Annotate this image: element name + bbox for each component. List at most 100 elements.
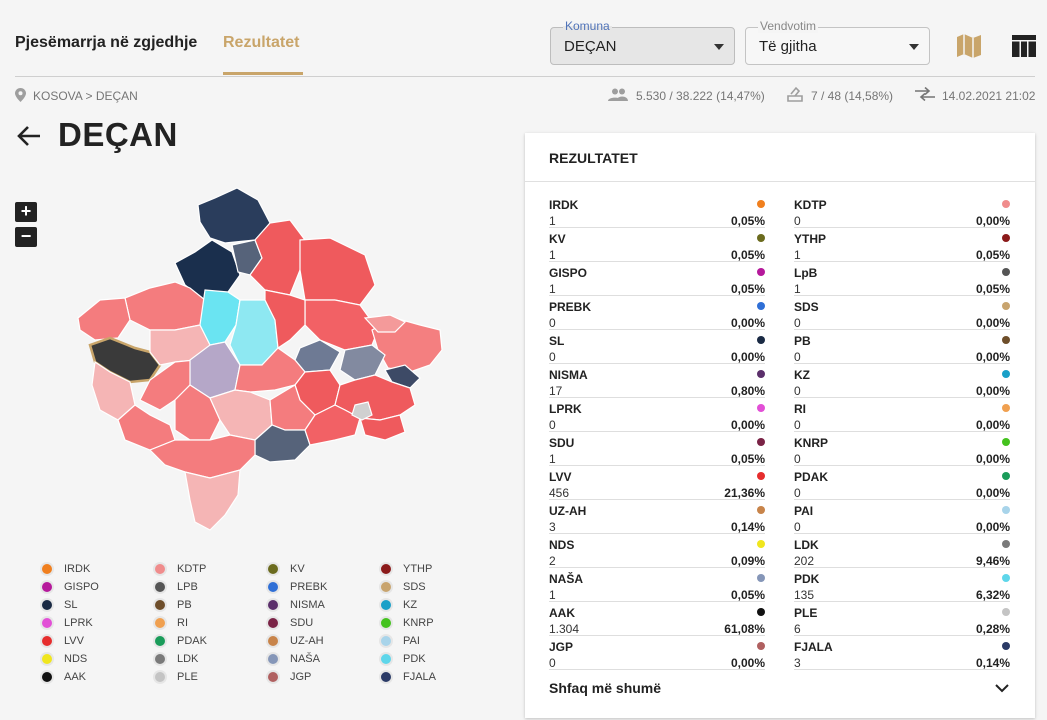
party-name: NDS (549, 538, 575, 552)
vote-percentage: 0,05% (975, 248, 1010, 262)
party-color-dot (757, 404, 765, 412)
vote-count: 0 (794, 214, 801, 228)
vote-percentage: 0,00% (975, 384, 1010, 398)
region[interactable] (77, 297, 131, 341)
municipality-value: DEÇAN (564, 38, 617, 55)
party-color-dot (1002, 302, 1010, 310)
party-name: JGP (549, 640, 574, 654)
legend-label: RI (177, 617, 188, 629)
region[interactable] (304, 404, 361, 446)
vote-count: 3 (794, 656, 801, 670)
party-name: PB (794, 334, 811, 348)
legend-label: UZ-AH (290, 635, 324, 647)
legend-color-swatch (268, 600, 278, 610)
map-icon[interactable] (955, 32, 983, 60)
result-row: PDK 135 6,32% (794, 569, 1010, 602)
vote-count: 0 (794, 452, 801, 466)
party-color-dot (757, 268, 765, 276)
last-updated: 14.02.2021 21:02 (942, 89, 1036, 103)
result-row: PAI 0 0,00% (794, 501, 1010, 534)
zoom-in-button[interactable]: + (15, 202, 37, 222)
table-icon[interactable] (1010, 32, 1038, 60)
legend-color-swatch (268, 564, 278, 574)
vote-percentage: 0,00% (975, 214, 1010, 228)
region[interactable] (199, 289, 241, 346)
chevron-down-icon[interactable] (995, 683, 1009, 693)
party-name: PAI (794, 504, 814, 518)
result-row: GISPO 1 0,05% (549, 263, 765, 296)
party-color-dot (1002, 506, 1010, 514)
municipality-select[interactable]: Komuna DEÇAN (550, 19, 735, 65)
party-name: SDS (794, 300, 819, 314)
legend-color-swatch (268, 654, 278, 664)
party-color-dot (1002, 574, 1010, 582)
vote-count: 0 (794, 384, 801, 398)
polling-station-value: Të gjitha (759, 38, 817, 55)
vote-count: 1 (794, 282, 801, 296)
legend-color-swatch (42, 654, 52, 664)
legend-color-swatch (155, 672, 165, 682)
region[interactable] (351, 401, 373, 421)
party-name: LDK (794, 538, 819, 552)
result-row: FJALA 3 0,14% (794, 637, 1010, 670)
party-color-dot (757, 642, 765, 650)
legend-label: PDK (403, 653, 426, 665)
legend-label: PDAK (177, 635, 207, 647)
region[interactable] (148, 434, 256, 479)
result-row: RI 0 0,00% (794, 399, 1010, 432)
party-name: UZ-AH (549, 504, 587, 518)
turnout-stat: 5.530 / 38.222 (14,47%) (636, 89, 765, 103)
legend-color-swatch (155, 618, 165, 628)
vote-count: 1 (549, 452, 556, 466)
result-row: PB 0 0,00% (794, 331, 1010, 364)
tab-participation[interactable]: Pjesëmarrja në zgjedhje (15, 34, 198, 51)
party-color-dot (1002, 234, 1010, 242)
region[interactable] (184, 469, 241, 531)
breadcrumb-current: DEÇAN (95, 89, 138, 103)
region[interactable] (264, 289, 306, 350)
vote-percentage: 0,14% (975, 656, 1010, 670)
legend-label: JGP (290, 671, 312, 683)
polling-station-select[interactable]: Vendvotim Të gjitha (745, 19, 930, 65)
kosovo-map[interactable] (70, 185, 450, 535)
show-more-button[interactable]: Shfaq më shumë (549, 680, 662, 696)
legend-color-swatch (42, 564, 52, 574)
vote-count: 6 (794, 622, 801, 636)
vote-count: 0 (549, 656, 556, 670)
region[interactable] (363, 314, 407, 333)
vote-count: 17 (549, 384, 563, 398)
results-panel: REZULTATET IRDK 1 0,05% KV 1 0,05% GISPO 1 0,05%… (525, 133, 1035, 718)
legend-color-swatch (42, 582, 52, 592)
party-name: LpB (794, 266, 818, 280)
vote-count: 1 (549, 248, 556, 262)
page-title: DEÇAN (58, 116, 178, 153)
party-color-dot (757, 200, 765, 208)
region[interactable] (359, 414, 406, 441)
tab-results[interactable]: Rezultatet (223, 34, 300, 51)
zoom-out-button[interactable]: − (15, 227, 37, 247)
active-tab-indicator (223, 72, 303, 75)
vote-percentage: 0,00% (730, 656, 765, 670)
party-name: PREBK (549, 300, 592, 314)
party-color-dot (1002, 642, 1010, 650)
result-row: KZ 0 0,00% (794, 365, 1010, 398)
region[interactable] (299, 237, 376, 306)
vote-count: 0 (794, 316, 801, 330)
region[interactable] (339, 344, 386, 381)
vote-count: 202 (794, 554, 815, 568)
result-row: NDS 2 0,09% (549, 535, 765, 568)
party-color-dot (757, 336, 765, 344)
legend-label: PB (177, 599, 192, 611)
result-row: SDS 0 0,00% (794, 297, 1010, 330)
vote-percentage: 0,00% (975, 486, 1010, 500)
region[interactable] (117, 404, 176, 451)
vote-percentage: 6,32% (975, 588, 1010, 602)
legend-color-swatch (155, 600, 165, 610)
polling-station-label: Vendvotim (758, 19, 819, 33)
region[interactable] (249, 219, 306, 296)
region[interactable] (174, 384, 221, 441)
vote-percentage: 61,08% (724, 622, 765, 636)
back-arrow-icon[interactable] (15, 122, 43, 150)
breadcrumb-root[interactable]: KOSOVA (33, 89, 83, 103)
party-name: RI (794, 402, 806, 416)
